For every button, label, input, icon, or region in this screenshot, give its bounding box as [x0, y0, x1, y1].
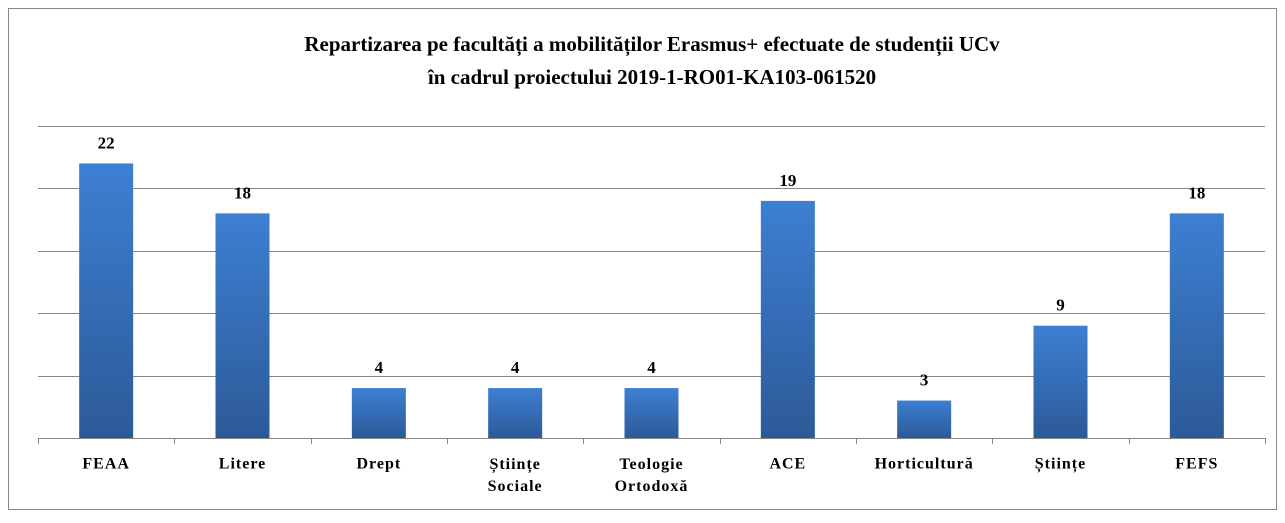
data-label: 18: [234, 183, 251, 202]
bar: [897, 400, 952, 438]
x-tick-label: ACE: [769, 456, 806, 473]
x-tick-label: FEAA: [82, 456, 130, 473]
x-tick-label: Științe: [1035, 456, 1086, 474]
data-label: 19: [779, 171, 796, 190]
data-label: 18: [1188, 183, 1205, 202]
bar: [79, 163, 134, 438]
bar: [624, 388, 679, 438]
x-tick-label: Teologie Ortodoxă: [615, 456, 689, 495]
data-label: 22: [98, 133, 115, 152]
x-tick-label: Științe Sociale: [488, 456, 543, 495]
chart-title: Repartizarea pe facultăți a mobilitățilo…: [304, 32, 1000, 57]
x-tick-label: FEFS: [1175, 456, 1218, 473]
bar: [351, 388, 406, 438]
data-label: 4: [375, 358, 384, 377]
data-label: 4: [511, 358, 520, 377]
bar: [1033, 325, 1088, 438]
chart-title: în cadrul proiectului 2019-1-RO01-KA103-…: [427, 65, 876, 89]
bar: [1169, 213, 1224, 438]
data-label: 3: [920, 370, 929, 389]
bar: [215, 213, 270, 438]
x-tick-label: Litere: [219, 456, 266, 473]
x-tick-label: Horticultură: [875, 456, 974, 473]
x-tick-label: Drept: [356, 456, 401, 473]
data-label: 4: [647, 358, 656, 377]
bar: [488, 388, 543, 438]
bar: [760, 200, 815, 438]
data-label: 9: [1056, 296, 1065, 315]
